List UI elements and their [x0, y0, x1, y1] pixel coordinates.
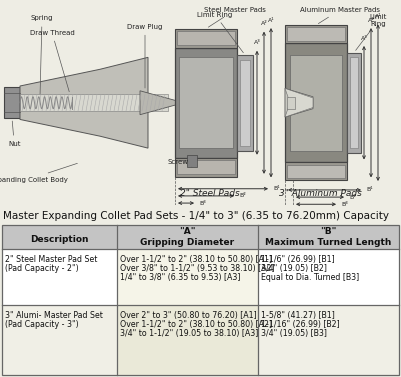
Text: 1-1/6" (26.99) [B1]: 1-1/6" (26.99) [B1] — [261, 255, 334, 264]
Text: A²: A² — [261, 21, 267, 26]
Text: 2" Steel Master Pad Set: 2" Steel Master Pad Set — [5, 255, 97, 264]
Bar — [2, 249, 399, 305]
Bar — [285, 43, 347, 162]
Text: Over 1-1/2" to 2" (38.10 to 50.80) [A1]: Over 1-1/2" to 2" (38.10 to 50.80) [A1] — [120, 255, 272, 264]
Text: Draw Plug: Draw Plug — [127, 24, 163, 88]
Text: Steel Master Pads: Steel Master Pads — [204, 7, 266, 27]
Bar — [287, 165, 345, 178]
Text: Gripping Diameter: Gripping Diameter — [140, 238, 235, 247]
Bar — [177, 31, 235, 45]
Bar — [20, 94, 168, 111]
Text: 3" Alumi- Master Pad Set: 3" Alumi- Master Pad Set — [5, 311, 103, 320]
Text: 3" Aluminum Pads: 3" Aluminum Pads — [279, 189, 361, 198]
Text: B³: B³ — [341, 202, 348, 207]
Text: Spring: Spring — [31, 15, 53, 94]
Text: B¹: B¹ — [366, 187, 373, 192]
Text: A¹: A¹ — [375, 14, 381, 19]
Text: Maximum Turned Length: Maximum Turned Length — [265, 238, 392, 247]
Bar — [287, 97, 295, 109]
Text: Over 1-1/2" to 2" (38.10 to 50.80) [A2]: Over 1-1/2" to 2" (38.10 to 50.80) [A2] — [120, 320, 272, 329]
Text: A³: A³ — [360, 35, 367, 41]
Text: 3/4" (19.05) [B2]: 3/4" (19.05) [B2] — [261, 264, 327, 273]
Text: "B": "B" — [320, 227, 337, 236]
Text: (Pad Capacity - 3"): (Pad Capacity - 3") — [5, 320, 79, 329]
Text: Limit Ring: Limit Ring — [197, 12, 243, 53]
Text: Draw Thread: Draw Thread — [30, 30, 74, 92]
Text: Over 3/8" to 1-1/2" (9.53 to 38.10) [A2]: Over 3/8" to 1-1/2" (9.53 to 38.10) [A2] — [120, 264, 275, 273]
Text: Screw: Screw — [168, 159, 192, 167]
Text: 1/4" to 3/8" (6.35 to 9.53) [A3]: 1/4" to 3/8" (6.35 to 9.53) [A3] — [120, 273, 240, 282]
Bar — [175, 29, 237, 48]
Bar — [350, 57, 358, 148]
Text: B²: B² — [239, 193, 246, 198]
Bar — [4, 87, 20, 118]
Text: (Pad Capacity - 2"): (Pad Capacity - 2") — [5, 264, 79, 273]
Bar — [2, 305, 399, 375]
Text: 3/4" to 1-1/2" (19.05 to 38.10) [A3]: 3/4" to 1-1/2" (19.05 to 38.10) [A3] — [120, 329, 258, 338]
Bar — [285, 162, 347, 180]
Text: A¹: A¹ — [267, 18, 274, 23]
Text: Over 2" to 3" (50.80 to 76.20) [A1]: Over 2" to 3" (50.80 to 76.20) [A1] — [120, 311, 257, 320]
Bar — [347, 52, 361, 153]
Text: B²: B² — [349, 195, 356, 199]
Bar — [237, 55, 253, 150]
Text: Nut: Nut — [8, 121, 20, 147]
Bar — [240, 60, 250, 146]
Bar — [2, 225, 399, 375]
Text: 3/4" (19.05) [B3]: 3/4" (19.05) [B3] — [261, 329, 327, 338]
Text: 2" Steel Pads: 2" Steel Pads — [180, 189, 240, 198]
Polygon shape — [285, 88, 313, 117]
Text: 1-5/8" (41.27) [B1]: 1-5/8" (41.27) [B1] — [261, 311, 335, 320]
Bar — [290, 55, 342, 150]
Bar — [285, 25, 347, 43]
Text: Equal to Dia. Turned [B3]: Equal to Dia. Turned [B3] — [261, 273, 359, 282]
Text: Description: Description — [30, 235, 89, 244]
Text: Expanding Collet Body: Expanding Collet Body — [0, 163, 77, 182]
Text: Master Expanding Collet Pad Sets - 1/4" to 3" (6.35 to 76.20mm) Capacity: Master Expanding Collet Pad Sets - 1/4" … — [3, 211, 389, 221]
Bar — [117, 305, 258, 375]
Bar — [2, 225, 399, 249]
Polygon shape — [20, 57, 148, 148]
Polygon shape — [285, 88, 313, 117]
Text: B³: B³ — [199, 201, 206, 205]
Text: B¹: B¹ — [273, 186, 280, 191]
Bar — [287, 28, 345, 41]
Text: A²: A² — [368, 18, 375, 23]
Bar — [175, 48, 237, 158]
Polygon shape — [140, 91, 183, 115]
Text: A³: A³ — [253, 40, 260, 45]
Bar — [175, 158, 237, 177]
Bar — [177, 160, 235, 175]
Bar — [179, 57, 233, 148]
Bar — [117, 249, 258, 305]
Text: Limit
Ring: Limit Ring — [356, 14, 387, 51]
Text: 1-1/16" (26.99) [B2]: 1-1/16" (26.99) [B2] — [261, 320, 340, 329]
Text: Aluminum Master Pads: Aluminum Master Pads — [300, 7, 380, 24]
Bar — [187, 155, 197, 167]
Text: "A": "A" — [179, 227, 196, 236]
